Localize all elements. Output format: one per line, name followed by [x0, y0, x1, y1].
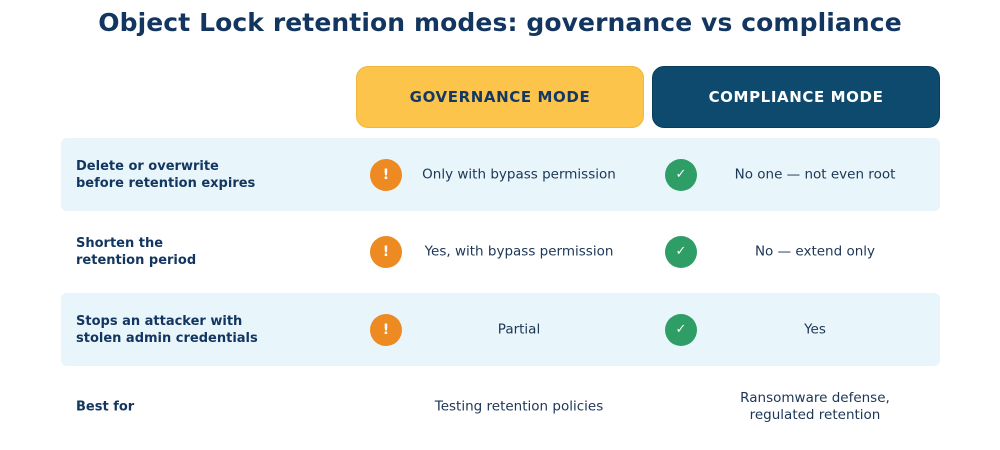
warning-icon: !: [370, 235, 402, 268]
compliance-value: Yes: [804, 321, 826, 337]
compliance-mode-header: COMPLIANCE MODE: [652, 66, 940, 128]
governance-value: Yes, with bypass permission: [424, 243, 614, 259]
governance-mode-label: GOVERNANCE MODE: [409, 88, 591, 106]
governance-value: Testing retention policies: [434, 398, 604, 414]
row-label: Stops an attacker with stolen admin cred…: [76, 313, 258, 346]
compliance-mode-label: COMPLIANCE MODE: [708, 88, 884, 106]
comparison-row-shorten-retention: Shorten the retention period ! Yes, with…: [61, 215, 940, 288]
warning-icon: !: [370, 313, 402, 346]
comparison-row-stolen-credentials: Stops an attacker with stolen admin cred…: [61, 293, 940, 366]
row-label: Best for: [76, 399, 135, 414]
row-label: Delete or overwrite before retention exp…: [76, 158, 256, 191]
check-icon: ✓: [665, 158, 697, 191]
check-icon: ✓: [665, 313, 697, 346]
governance-mode-header: GOVERNANCE MODE: [356, 66, 644, 128]
compliance-value: Ransomware defense, regulated retention: [740, 389, 890, 423]
check-icon: ✓: [665, 235, 697, 268]
page-title: Object Lock retention modes: governance …: [98, 8, 902, 37]
governance-value: Partial: [497, 321, 541, 337]
comparison-row-best-for: Best for Testing retention policies Rans…: [61, 370, 940, 443]
compliance-value: No one — not even root: [734, 166, 896, 182]
comparison-row-delete-overwrite: Delete or overwrite before retention exp…: [61, 138, 940, 211]
warning-icon: !: [370, 158, 402, 191]
compliance-value: No — extend only: [754, 243, 876, 259]
governance-value: Only with bypass permission: [422, 166, 616, 182]
row-label: Shorten the retention period: [76, 235, 197, 268]
